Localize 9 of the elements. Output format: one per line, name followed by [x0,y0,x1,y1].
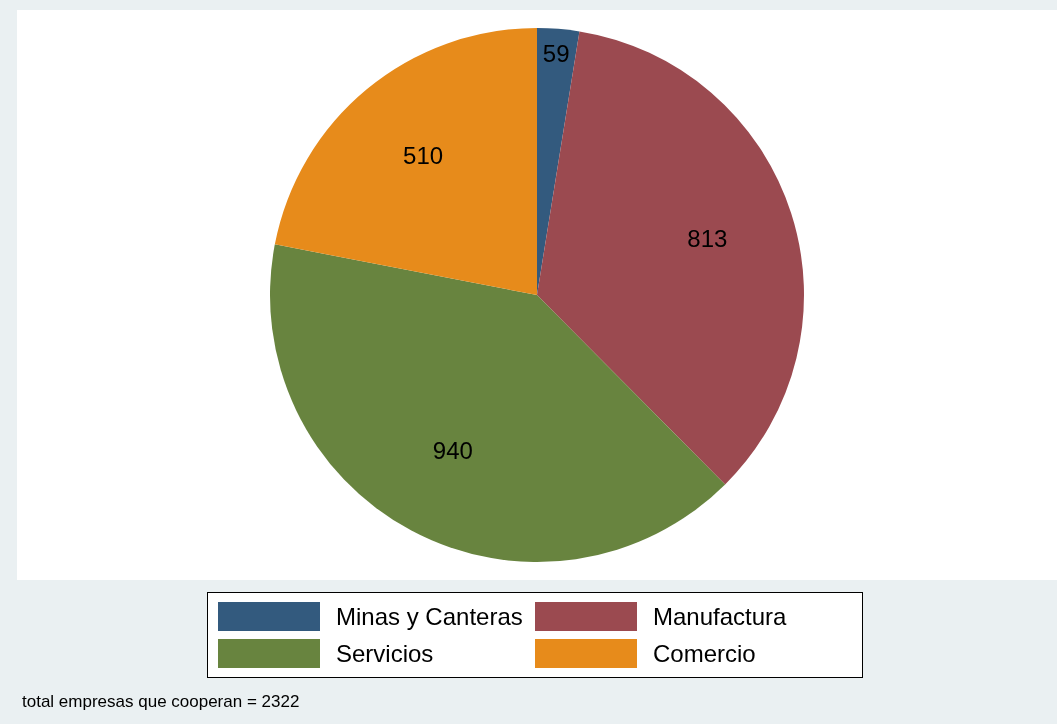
legend-label: Manufactura [653,602,787,631]
data-label: 59 [542,40,570,68]
text: total empresas que cooperan = 2322 [22,692,300,712]
legend-label: Servicios [336,639,434,668]
data-label: 813 [687,224,728,252]
data-label: 510 [403,141,444,169]
legend-label: Comercio [653,639,756,668]
legend-label: Minas y Canteras [336,602,523,631]
data-label: 940 [432,437,473,465]
